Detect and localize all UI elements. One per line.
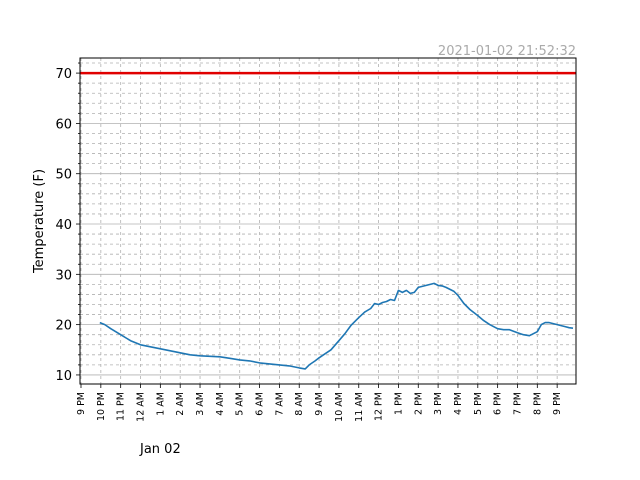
x-tick-label: 1 PM — [393, 392, 404, 415]
x-tick-label: 9 PM — [552, 392, 563, 415]
y-tick-label: 50 — [55, 168, 72, 183]
x-tick-label: 7 PM — [512, 392, 523, 415]
x-tick-label: 12 AM — [136, 392, 147, 422]
x-tick-label: 6 PM — [493, 392, 504, 415]
plot-area — [80, 58, 576, 384]
x-tick-label: 8 AM — [294, 392, 305, 416]
x-tick-label: 6 AM — [255, 392, 266, 416]
x-tick-label: 1 AM — [155, 392, 166, 416]
x-tick-label: 10 AM — [334, 392, 345, 422]
series-group — [99, 282, 574, 370]
x-tick-label: 11 PM — [116, 392, 127, 421]
y-tick-label: 70 — [55, 67, 72, 82]
timestamp-label: 2021-01-02 21:52:32 — [438, 44, 576, 59]
x-tick-label: 5 AM — [235, 392, 246, 416]
temperature-series-line — [99, 282, 574, 370]
x-tick-label: 8 PM — [532, 392, 543, 415]
x-tick-label: 9 PM — [76, 392, 87, 415]
y-tick-label: 30 — [55, 268, 72, 283]
x-tick-label: 10 PM — [96, 392, 107, 421]
y-tick-label: 40 — [55, 218, 72, 233]
x-tick-label: 2 PM — [413, 392, 424, 415]
plot-frame — [79, 57, 577, 385]
grid — [80, 58, 576, 384]
y-axis: 10 20 30 40 50 60 70 — [55, 62, 80, 384]
y-tick-label: 10 — [55, 369, 72, 384]
y-tick-label: 60 — [55, 117, 72, 132]
y-tick-label: 20 — [55, 319, 72, 334]
x-tick-label: 4 AM — [215, 392, 226, 416]
x-tick-label: 12 PM — [374, 392, 385, 421]
x-tick-label: 2 AM — [175, 392, 186, 416]
y-axis-label: Temperature (F) — [32, 169, 47, 274]
x-tick-label: 9 AM — [314, 392, 325, 416]
x-axis: 9 PM 10 PM 11 PM 12 AM 1 AM 2 AM 3 AM 4 AM 5 AM 6… — [76, 384, 563, 422]
x-tick-label: 4 PM — [453, 392, 464, 415]
x-tick-label: 3 PM — [433, 392, 444, 415]
x-tick-label: 5 PM — [473, 392, 484, 415]
x-tick-label: 3 AM — [195, 392, 206, 416]
x-tick-label: 7 AM — [274, 392, 285, 416]
x-tick-label: 11 AM — [354, 392, 365, 422]
date-label: Jan 02 — [139, 442, 181, 457]
